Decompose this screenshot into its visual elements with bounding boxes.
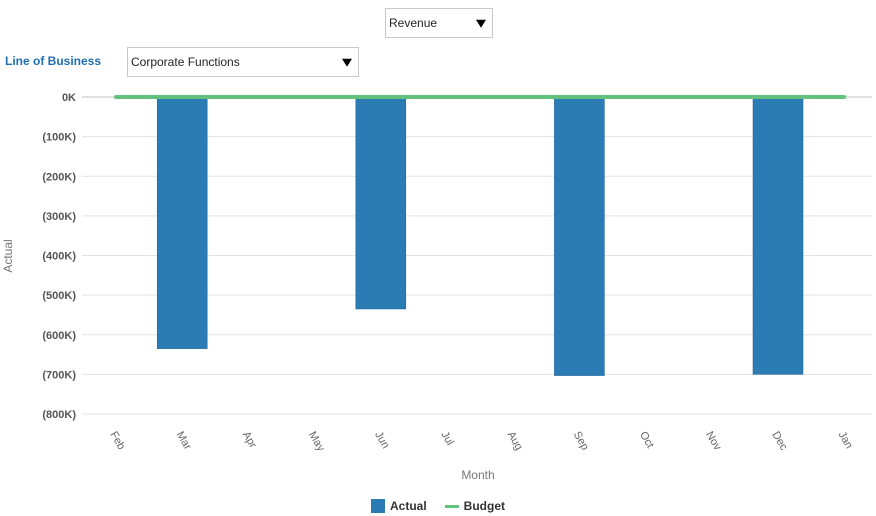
x-tick-label: Jan — [836, 430, 855, 451]
legend-item-actual[interactable]: Actual — [370, 499, 427, 513]
lob-select-value: Corporate Functions — [131, 55, 240, 69]
y-tick-label: (400K) — [42, 251, 76, 263]
y-tick-label: (500K) — [42, 290, 76, 302]
chart: 0K (100K) (200K) (300K) (400K) (500K) (600K) (7… — [1, 92, 872, 482]
bar-actual — [554, 96, 605, 376]
bar-actual — [752, 96, 804, 375]
y-tick-label: (300K) — [42, 211, 76, 223]
lob-label: Line of Business — [5, 54, 102, 68]
x-tick-label: Jun — [372, 430, 391, 451]
x-tick-label: May — [306, 430, 327, 454]
x-tick-label: Nov — [703, 430, 723, 453]
measure-select-value: Revenue — [389, 16, 438, 30]
legend-swatch-budget — [444, 504, 459, 508]
y-tick-label: (800K) — [42, 409, 76, 421]
y-tick-label: (700K) — [42, 369, 76, 381]
bar-actual — [156, 96, 208, 349]
y-tick-label: (200K) — [42, 171, 76, 183]
x-tick-label: Jul — [438, 430, 455, 448]
x-tick-label: Oct — [637, 430, 656, 451]
x-tick-label: Dec — [769, 430, 789, 453]
chevron-down-icon — [476, 19, 486, 28]
x-tick-label: Feb — [107, 430, 127, 452]
x-tick-label: Sep — [571, 430, 591, 453]
measure-select[interactable]: Revenue — [385, 8, 493, 38]
bar-actual — [355, 96, 407, 310]
legend-label-budget: Budget — [463, 499, 505, 513]
x-tick-label: Aug — [505, 430, 525, 453]
x-axis-title: Month — [461, 468, 494, 482]
lob-select[interactable]: Corporate Functions — [127, 47, 359, 77]
y-tick-label: (600K) — [42, 330, 76, 342]
y-axis-title: Actual — [1, 239, 15, 272]
chevron-down-icon — [342, 58, 352, 67]
y-tick-label: 0K — [62, 92, 76, 104]
legend-label-actual: Actual — [389, 499, 427, 513]
legend-swatch-actual — [370, 499, 385, 513]
y-tick-label: (100K) — [42, 132, 76, 144]
legend: Actual Budget — [0, 499, 876, 513]
legend-item-budget[interactable]: Budget — [444, 499, 505, 513]
x-tick-label: Mar — [174, 430, 194, 453]
x-tick-label: Apr — [240, 430, 259, 451]
